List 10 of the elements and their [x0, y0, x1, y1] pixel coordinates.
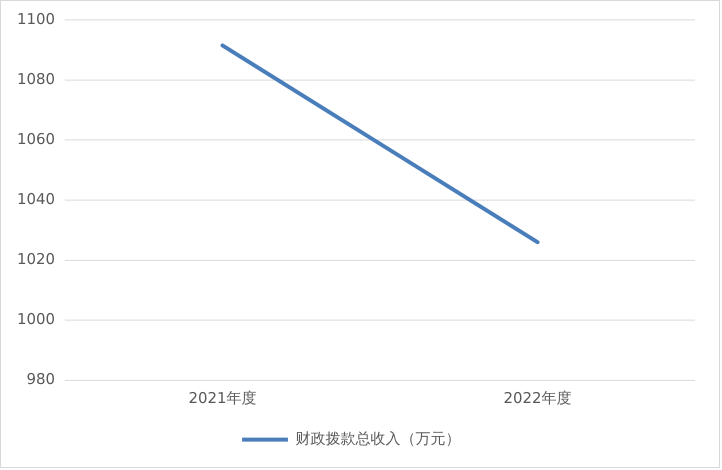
y-tick-label: 1080	[16, 70, 56, 88]
y-tick-label: 1020	[16, 250, 56, 268]
y-tick-label: 1000	[16, 310, 56, 328]
y-tick-label: 980	[26, 370, 56, 388]
y-tick-label: 1040	[16, 190, 56, 208]
x-tick-label: 2022年度	[504, 389, 572, 408]
legend-label: 财政拨款总收入（万元）	[295, 430, 461, 448]
y-tick-label: 1060	[16, 130, 56, 148]
y-tick-label: 1100	[16, 10, 56, 28]
x-tick-label: 2021年度	[188, 389, 257, 408]
